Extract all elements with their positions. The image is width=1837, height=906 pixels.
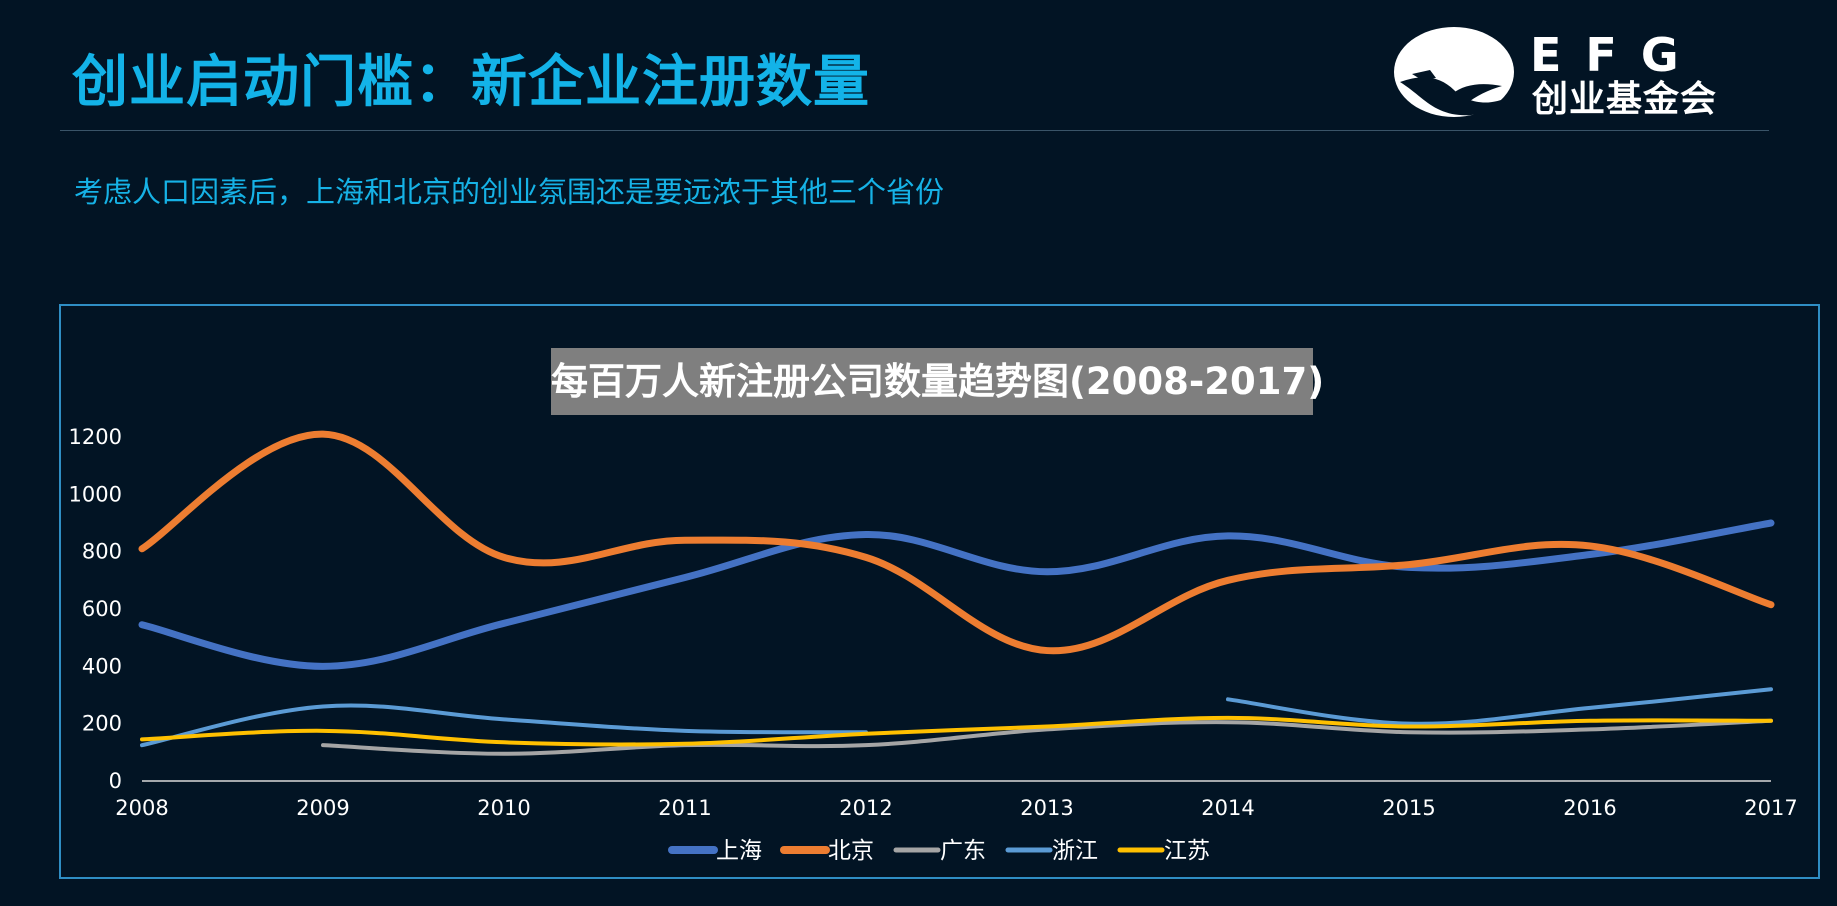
chart-title: 每百万人新注册公司数量趋势图(2008-2017) [551,360,1325,403]
x-tick-label: 2015 [1382,796,1435,820]
x-tick-label: 2009 [296,796,349,820]
x-tick-label: 2010 [477,796,530,820]
y-tick-label: 1000 [69,482,122,506]
logo-name: 创业基金会 [1532,79,1718,120]
legend-label: 浙江 [1052,838,1098,864]
x-tick-label: 2017 [1744,796,1797,820]
x-tick-label: 2012 [839,796,892,820]
x-tick-label: 2008 [115,796,168,820]
y-tick-label: 200 [82,712,122,736]
series-line-4 [1226,687,1773,726]
y-tick-label: 800 [82,540,122,564]
y-tick-label: 400 [82,654,122,678]
header-divider [60,130,1769,131]
series-line-4 [140,703,868,748]
series-line-3 [321,718,1773,756]
legend-label: 广东 [940,838,986,864]
y-tick-label: 600 [82,597,122,621]
chart-title-background [551,348,1313,415]
x-tick-label: 2013 [1020,796,1073,820]
x-tick-label: 2014 [1201,796,1254,820]
legend-label: 北京 [828,838,874,864]
legend-label: 上海 [716,838,762,864]
x-tick-label: 2011 [658,796,711,820]
y-tick-label: 0 [109,769,122,793]
logo: EFG 创业基金会 [1392,24,1772,124]
chart-frame [59,304,1820,879]
series-line-5 [140,715,1773,747]
x-tick-label: 2016 [1563,796,1616,820]
page-subtitle: 考虑人口因素后，上海和北京的创业氛围还是要远浓于其他三个省份 [74,175,945,209]
page-title: 创业启动门槛：新企业注册数量 [72,50,870,115]
series-line-2 [138,430,1775,655]
legend-label: 江苏 [1164,838,1210,864]
eagle-icon [1394,27,1514,117]
series-line-1 [138,519,1775,670]
logo-mark: EFG [1530,28,1703,82]
y-tick-label: 1200 [69,425,122,449]
